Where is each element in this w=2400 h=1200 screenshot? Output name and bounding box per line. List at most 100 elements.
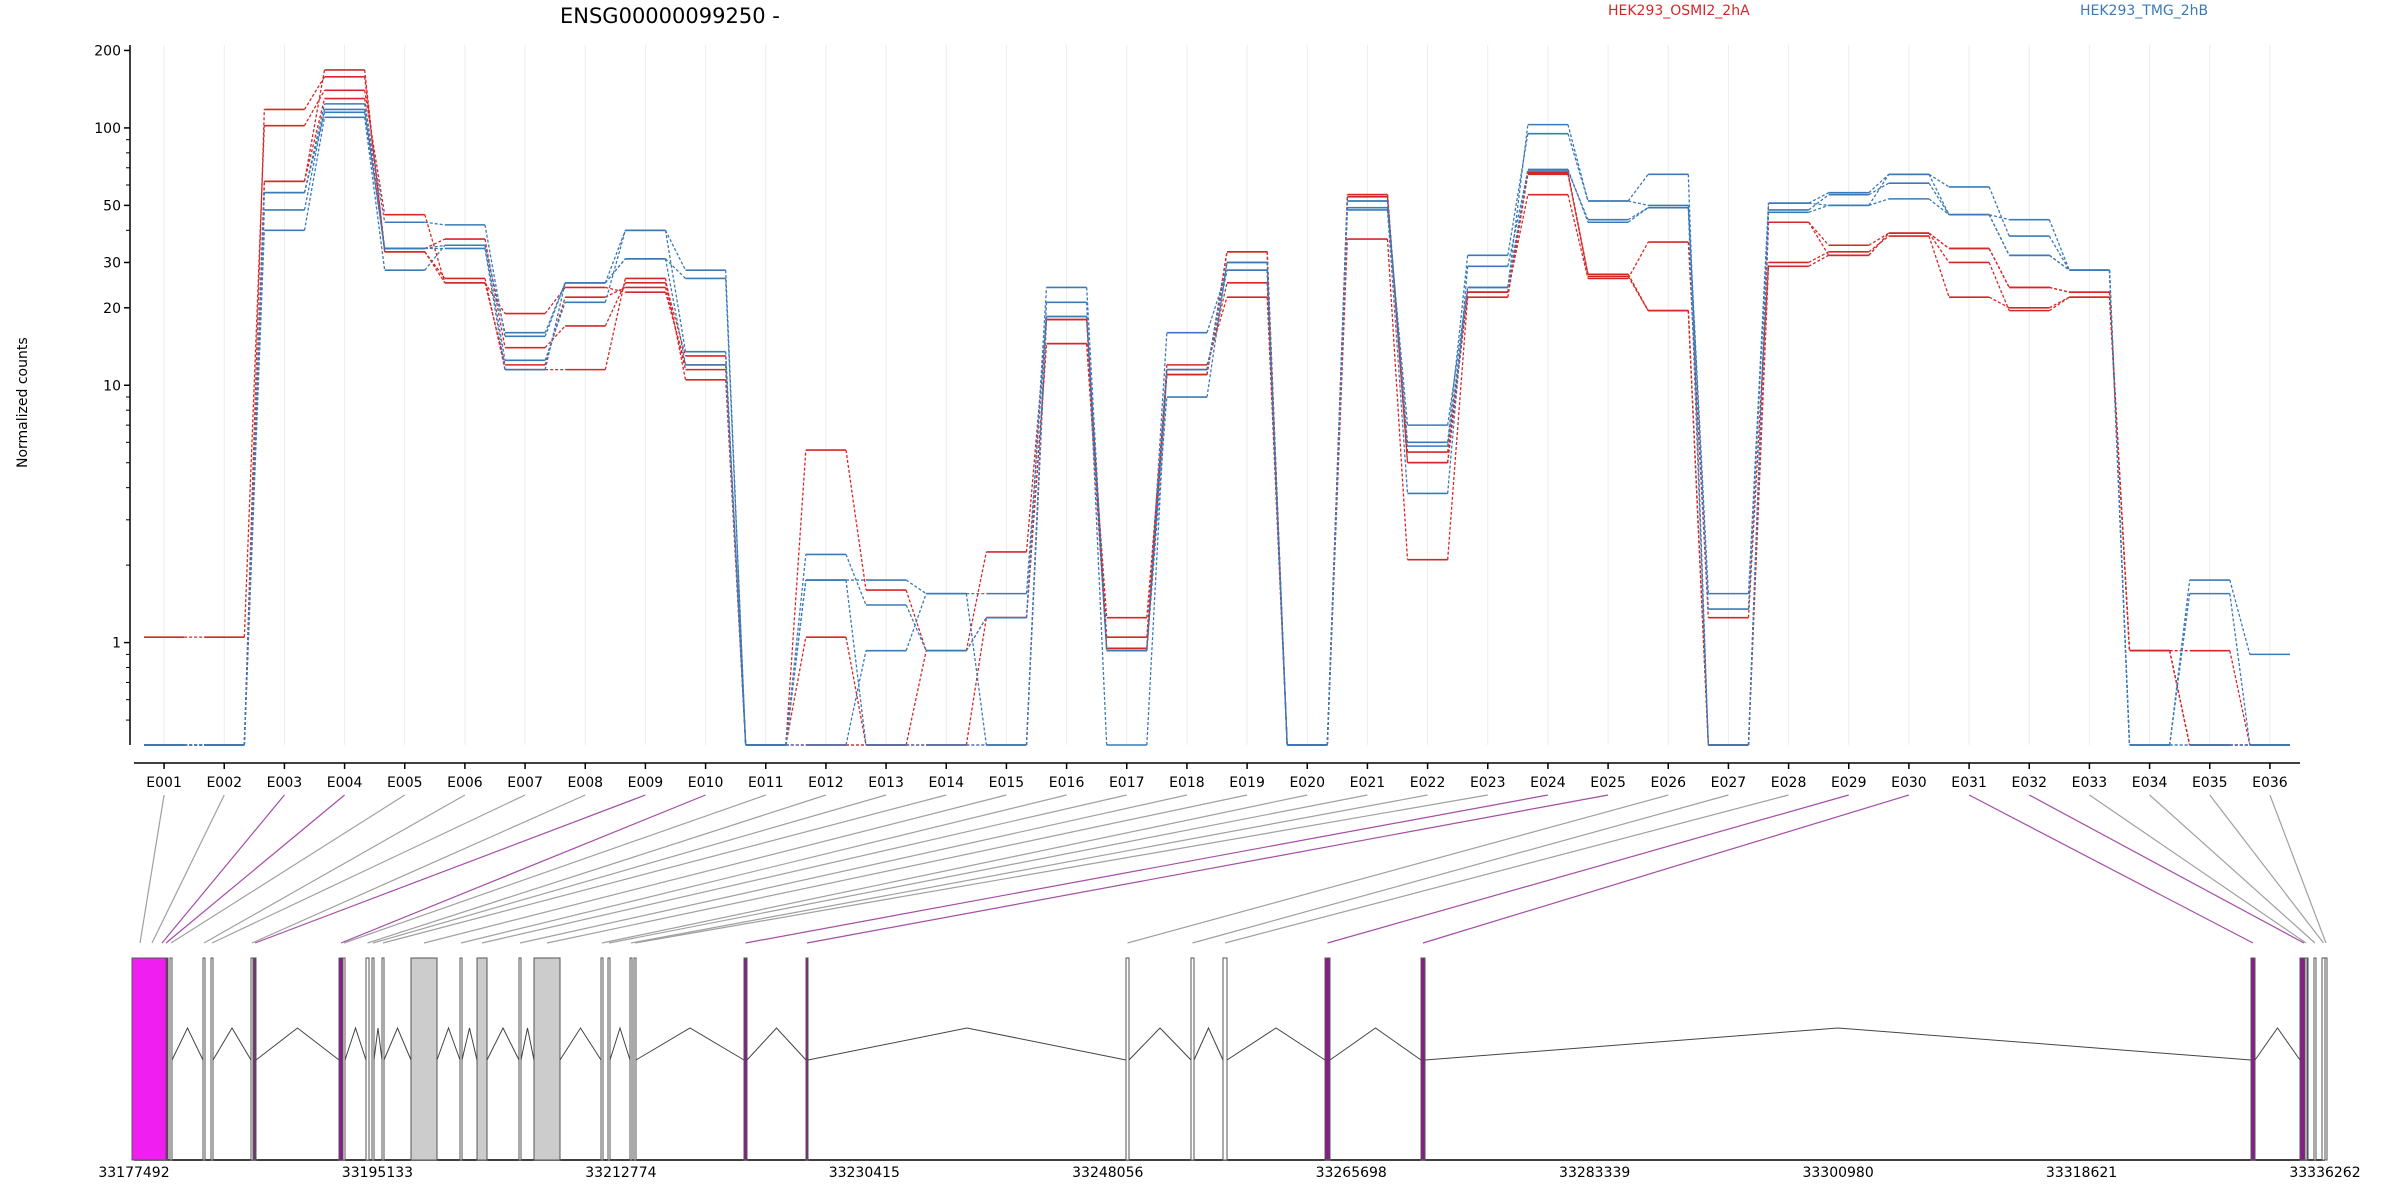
data-connector	[1868, 174, 1890, 206]
intron-line	[171, 1026, 204, 1061]
x-tick-label: E020	[1289, 775, 1325, 791]
data-connector	[2169, 650, 2191, 746]
y-tick-label: 30	[103, 255, 121, 271]
data-connector	[1988, 214, 2010, 256]
data-connector	[303, 117, 326, 231]
x-tick-label: E029	[1831, 775, 1867, 791]
intron-line	[2254, 1027, 2301, 1061]
x-tick-label: E019	[1229, 775, 1265, 791]
intron-line	[461, 1027, 478, 1061]
exon-connector	[634, 794, 1488, 944]
data-connector	[424, 251, 446, 284]
exon-connector	[151, 794, 225, 944]
data-connector	[1025, 316, 1048, 746]
x-tick-label: E014	[928, 775, 964, 791]
intron-line	[1193, 1026, 1224, 1061]
data-connector	[604, 278, 626, 370]
exon-box	[459, 957, 463, 1161]
x-tick-label: E001	[146, 775, 182, 791]
data-connector	[725, 364, 747, 746]
data-connector	[1146, 332, 1168, 651]
data-connector	[845, 579, 867, 746]
intron-line	[255, 1027, 340, 1061]
exon-box	[533, 957, 561, 1161]
exon-box	[2324, 957, 2328, 1161]
intron-line	[807, 1027, 1127, 1061]
data-connector	[1086, 302, 1108, 746]
x-tick-label: E003	[267, 775, 303, 791]
data-connector	[1567, 169, 1589, 223]
y-tick-label: 10	[103, 378, 121, 394]
data-connector	[1928, 173, 1950, 188]
plot-area: 1 10 20 30 50 100 200 E001 E002 E003 E004 E005 E006 E…	[94, 43, 2360, 1181]
data-connector	[1025, 319, 1048, 553]
data-connector	[1988, 296, 2010, 309]
data-connector	[1326, 200, 1348, 746]
data-connector	[965, 551, 987, 651]
data-connector	[1507, 194, 1529, 293]
genomic-tick-label: 33177492	[98, 1165, 169, 1181]
data-connector	[1988, 186, 2010, 237]
exon-connector	[2028, 794, 2305, 944]
data-connector	[965, 593, 987, 746]
data-connector	[1386, 196, 1409, 463]
x-tick-label: E007	[507, 775, 543, 791]
x-tick-label: E028	[1771, 775, 1807, 791]
exon-connector	[519, 794, 1188, 944]
data-connector	[2048, 235, 2070, 271]
exon-box	[1222, 957, 1228, 1161]
data-connector	[604, 258, 626, 284]
data-connector	[424, 244, 445, 250]
data-connector	[1447, 255, 1469, 443]
data-connector	[424, 244, 446, 271]
exon-connector	[170, 794, 406, 944]
data-connector	[1567, 194, 1589, 279]
data-connector	[1868, 198, 1890, 207]
data-connector	[303, 112, 326, 193]
data-connector	[905, 604, 927, 651]
data-connector	[1206, 269, 1228, 333]
data-connector	[424, 221, 445, 226]
x-tick-label: E036	[2252, 775, 2288, 791]
data-connector	[1808, 202, 1829, 207]
exon-connector	[608, 794, 1368, 944]
data-connector	[303, 89, 326, 127]
data-connector	[424, 238, 446, 250]
exon-connector	[343, 794, 766, 944]
data-connector	[1928, 174, 1950, 215]
exon-box	[169, 957, 173, 1161]
data-connector	[2229, 579, 2251, 655]
data-connector	[1627, 173, 1649, 202]
data-connector	[1627, 273, 1649, 311]
data-connector	[1989, 214, 2010, 221]
data-connector	[1627, 207, 1649, 223]
x-tick-label: E009	[628, 775, 664, 791]
x-tick-label: E002	[206, 775, 242, 791]
data-connector	[1627, 241, 1649, 279]
data-connector	[484, 282, 506, 314]
x-tick-label: E016	[1049, 775, 1085, 791]
x-tick-label: E013	[868, 775, 904, 791]
exon-box	[342, 957, 346, 1161]
data-connector	[1808, 251, 1829, 264]
exon-connector	[2209, 794, 2324, 944]
data-connector	[1086, 316, 1108, 651]
x-tick-label: E032	[2011, 775, 2047, 791]
exon-connector	[211, 794, 526, 944]
exon-connector	[745, 794, 1549, 944]
exon-box	[410, 957, 438, 1161]
data-connector	[1507, 169, 1529, 288]
intron-line	[1226, 1027, 1326, 1061]
exon-box	[629, 957, 633, 1161]
data-connector	[243, 125, 265, 638]
y-axis-label: Normalized counts	[15, 337, 31, 468]
data-connector	[845, 650, 867, 746]
exon-connector	[340, 794, 706, 944]
data-connector	[243, 192, 265, 746]
x-tick-label: E005	[387, 775, 423, 791]
data-connector	[1447, 287, 1469, 426]
exon-connector	[382, 794, 947, 944]
intron-line	[383, 1026, 412, 1061]
y-tick-label: 1	[112, 636, 121, 652]
exon-box	[600, 957, 604, 1161]
